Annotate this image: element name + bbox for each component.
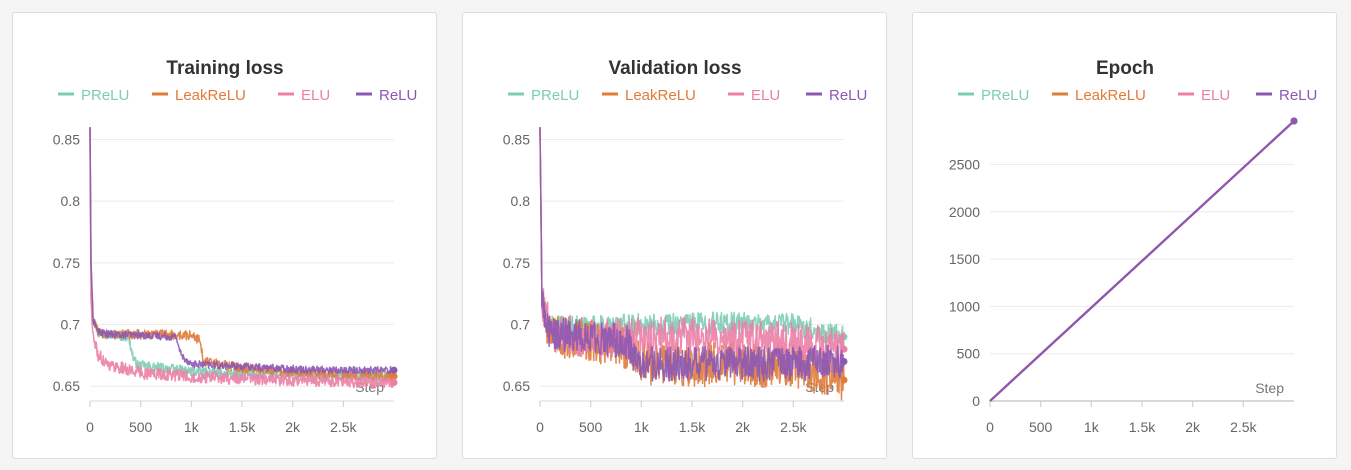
x-tick-label: 2k xyxy=(285,419,301,435)
chart-title: Training loss xyxy=(166,58,283,79)
y-tick-label: 0.85 xyxy=(53,132,80,148)
validation-loss-chart: Validation loss PReLU LeakReLU ELU ReLU 0.65 0… xyxy=(503,58,868,435)
x-tick-label: 0 xyxy=(536,419,544,435)
x-tick-label: 2k xyxy=(1185,419,1201,435)
x-tick-label: 1k xyxy=(184,419,200,435)
series-endpoint-leakrelu xyxy=(390,372,398,380)
legend-label-elu: ELU xyxy=(751,87,780,104)
x-tick-label: 500 xyxy=(579,419,603,435)
y-tick-label: 500 xyxy=(957,346,981,362)
x-tick-label: 0 xyxy=(86,419,94,435)
epoch-panel: Epoch PReLU LeakReLU ELU ReLU 0 500 1000 1500 200… xyxy=(912,12,1337,459)
x-tick-label: 2k xyxy=(735,419,751,435)
legend-label-leakrelu: LeakReLU xyxy=(1075,87,1146,104)
y-tick-label: 2000 xyxy=(949,204,980,220)
y-tick-label: 0.7 xyxy=(61,317,81,333)
series-endpoint-relu xyxy=(840,358,848,366)
x-tick-label: 2.5k xyxy=(1230,419,1257,435)
x-tick-label: 2.5k xyxy=(780,419,807,435)
series-endpoint-relu xyxy=(1290,117,1298,125)
x-tick-label: 500 xyxy=(1029,419,1053,435)
x-tick-label: 1k xyxy=(1084,419,1100,435)
x-tick-label: 1.5k xyxy=(679,419,706,435)
legend-label-leakrelu: LeakReLU xyxy=(625,87,696,104)
series-line-prelu xyxy=(539,127,845,348)
legend-label-prelu: PReLU xyxy=(81,87,129,104)
y-tick-label: 1500 xyxy=(949,251,980,267)
training-loss-chart: Training loss PReLU LeakReLU ELU ReLU 0.65 0.7… xyxy=(53,58,418,435)
series-line-elu xyxy=(539,127,845,367)
legend-label-relu: ReLU xyxy=(379,87,417,104)
series-line-leakrelu xyxy=(89,127,395,382)
y-tick-label: 0.8 xyxy=(61,193,81,209)
training-loss-panel: Training loss PReLU LeakReLU ELU ReLU 0.65 0.7… xyxy=(12,12,437,459)
series-line-relu xyxy=(989,120,1295,402)
legend-label-prelu: PReLU xyxy=(531,87,579,104)
series-line-elu xyxy=(89,127,395,389)
y-tick-label: 2500 xyxy=(949,157,980,173)
y-tick-label: 0.65 xyxy=(503,378,530,394)
x-axis-label: Step xyxy=(1255,380,1284,396)
chart-title: Epoch xyxy=(1096,58,1154,79)
series-endpoint-elu xyxy=(390,378,398,386)
chart-title: Validation loss xyxy=(608,58,741,79)
legend-label-elu: ELU xyxy=(301,87,330,104)
validation-loss-panel: Validation loss PReLU LeakReLU ELU ReLU 0.65 0… xyxy=(462,12,887,459)
legend-label-relu: ReLU xyxy=(1279,87,1317,104)
y-tick-label: 0 xyxy=(972,393,980,409)
legend-label-leakrelu: LeakReLU xyxy=(175,87,246,104)
x-tick-label: 2.5k xyxy=(330,419,357,435)
legend-label-prelu: PReLU xyxy=(981,87,1029,104)
legend-label-elu: ELU xyxy=(1201,87,1230,104)
legend-label-relu: ReLU xyxy=(829,87,867,104)
y-tick-label: 1000 xyxy=(949,298,980,314)
series-line-prelu xyxy=(89,127,395,382)
series-endpoint-leakrelu xyxy=(840,376,848,384)
x-tick-label: 500 xyxy=(129,419,153,435)
y-tick-label: 0.7 xyxy=(511,317,531,333)
epoch-chart: Epoch PReLU LeakReLU ELU ReLU 0 500 1000 1500 200… xyxy=(949,58,1318,435)
y-tick-label: 0.8 xyxy=(511,193,531,209)
y-tick-label: 0.85 xyxy=(503,132,530,148)
x-tick-label: 1.5k xyxy=(1129,419,1156,435)
y-tick-label: 0.65 xyxy=(53,378,80,394)
x-tick-label: 1.5k xyxy=(229,419,256,435)
series-line-relu xyxy=(539,127,845,382)
series-endpoint-relu xyxy=(390,366,398,374)
y-tick-label: 0.75 xyxy=(503,255,530,271)
series-line-relu xyxy=(89,127,395,375)
y-tick-label: 0.75 xyxy=(53,255,80,271)
x-tick-label: 0 xyxy=(986,419,994,435)
x-tick-label: 1k xyxy=(634,419,650,435)
